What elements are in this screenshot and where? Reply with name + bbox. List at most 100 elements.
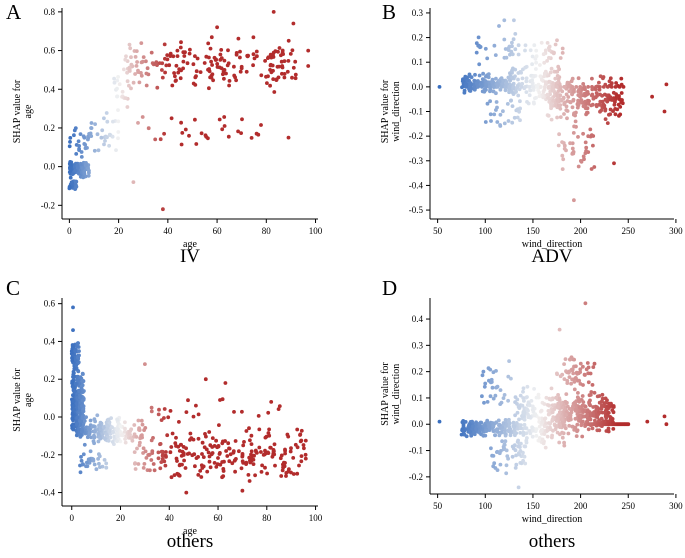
data-point	[170, 83, 175, 88]
data-point	[547, 48, 552, 53]
data-point	[199, 463, 204, 468]
data-point	[598, 85, 602, 89]
data-point	[501, 109, 505, 114]
data-point	[557, 327, 562, 332]
data-point	[554, 69, 559, 74]
data-point	[621, 85, 626, 89]
data-point	[570, 85, 575, 89]
data-point	[516, 52, 521, 57]
data-point	[160, 61, 165, 66]
data-point	[249, 449, 254, 454]
data-point	[576, 164, 581, 169]
data-point	[526, 400, 531, 405]
data-point	[83, 163, 88, 168]
data-point	[540, 437, 545, 442]
data-point	[546, 113, 551, 118]
data-point	[227, 446, 231, 451]
y-axis-label-line-1: SHAP value for	[12, 368, 23, 432]
data-point	[484, 74, 488, 79]
data-point	[91, 439, 96, 444]
data-point	[137, 426, 142, 431]
data-point	[156, 412, 161, 417]
data-point	[211, 78, 216, 83]
data-point	[495, 85, 500, 89]
data-point	[606, 426, 611, 431]
data-point	[645, 419, 650, 424]
data-point	[516, 71, 521, 75]
data-point	[125, 105, 130, 109]
data-point	[539, 428, 544, 433]
data-point	[494, 76, 498, 81]
data-point	[171, 54, 176, 59]
data-point	[146, 126, 151, 131]
data-point	[218, 52, 223, 57]
data-point	[129, 55, 133, 60]
data-point	[151, 462, 156, 466]
data-point	[178, 76, 183, 81]
data-point	[550, 435, 554, 440]
data-point	[577, 414, 582, 419]
data-point	[491, 423, 496, 428]
data-point	[87, 457, 92, 462]
data-point	[577, 399, 582, 404]
x-tick-label: 200	[574, 501, 588, 511]
data-point	[68, 140, 72, 144]
data-point	[208, 465, 213, 470]
data-point	[520, 403, 525, 408]
data-point	[554, 103, 558, 108]
data-point	[528, 48, 533, 53]
data-point	[592, 165, 597, 169]
y-tick-label: 0.3	[412, 340, 424, 350]
data-point	[546, 95, 551, 100]
data-point	[280, 48, 285, 53]
data-point	[500, 81, 505, 86]
data-point	[200, 440, 205, 445]
data-point	[90, 456, 95, 461]
data-point	[156, 456, 161, 461]
data-point	[170, 431, 175, 436]
data-point	[538, 63, 542, 67]
data-point	[482, 400, 486, 405]
data-point	[572, 124, 576, 129]
data-point	[575, 395, 580, 400]
data-point	[562, 101, 567, 106]
data-point	[162, 407, 167, 411]
data-point	[507, 359, 511, 363]
data-point	[586, 134, 591, 139]
data-point	[514, 89, 518, 94]
data-point	[511, 446, 516, 451]
data-point	[280, 468, 285, 473]
data-point	[202, 445, 207, 450]
data-point	[582, 372, 587, 377]
data-point	[590, 92, 595, 97]
x-tick-label: 80	[262, 226, 272, 236]
data-point	[507, 76, 512, 81]
data-point	[563, 357, 568, 361]
data-point	[612, 161, 616, 166]
data-point	[188, 47, 192, 52]
data-point	[576, 93, 581, 97]
data-point	[162, 42, 167, 47]
data-point	[530, 62, 534, 67]
data-point	[96, 457, 100, 461]
data-point	[134, 435, 139, 439]
data-point	[585, 419, 590, 424]
data-point	[249, 136, 254, 140]
data-point	[581, 419, 585, 424]
data-point	[562, 143, 567, 148]
data-point	[137, 443, 142, 448]
data-point	[234, 457, 238, 461]
data-point	[552, 94, 557, 98]
data-point	[610, 98, 614, 102]
data-point	[223, 381, 228, 385]
data-point	[127, 42, 132, 47]
data-point	[74, 363, 79, 367]
data-point	[562, 112, 566, 116]
data-point	[172, 71, 177, 75]
data-point	[140, 422, 145, 427]
data-point	[233, 75, 238, 80]
data-point	[95, 413, 100, 418]
data-point	[160, 75, 165, 80]
data-point	[564, 104, 569, 109]
data-point	[524, 79, 529, 84]
